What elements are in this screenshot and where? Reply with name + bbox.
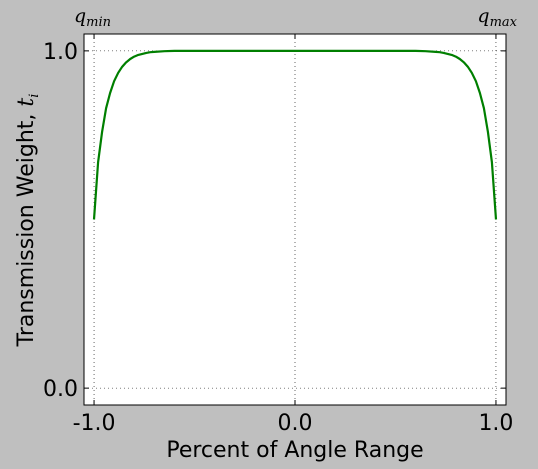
y-axis-label-text: Transmission Weight, [14, 107, 39, 348]
y-axis-label-symbol: t [14, 98, 39, 107]
series-layer [92, 49, 498, 220]
x-axis-label: Percent of Angle Range [166, 438, 423, 463]
plot-area [84, 34, 506, 405]
corner-label-max: qmax [477, 5, 517, 30]
y-axis-label-subscript: i [27, 94, 42, 98]
corner-label-min-symbol: q [74, 5, 86, 27]
y-axis-label: Transmission Weight, ti [14, 94, 42, 348]
plot-frame [83, 33, 507, 406]
tick-labels: -1.0 0.0 1.0 0.0 1.0 [43, 40, 513, 436]
corner-label-min: qmin [74, 5, 111, 30]
y-tick-label: 0.0 [43, 377, 78, 402]
series-line-0 [92, 49, 498, 220]
corner-label-min-subscript: min [86, 15, 111, 30]
x-tick-label: 1.0 [478, 411, 513, 436]
y-tick-label: 1.0 [43, 40, 78, 65]
corner-label-max-subscript: max [490, 15, 518, 30]
axis-ticks [84, 34, 506, 405]
corner-label-max-symbol: q [477, 5, 489, 27]
x-tick-label: 0.0 [278, 411, 313, 436]
x-tick-label: -1.0 [73, 411, 116, 436]
